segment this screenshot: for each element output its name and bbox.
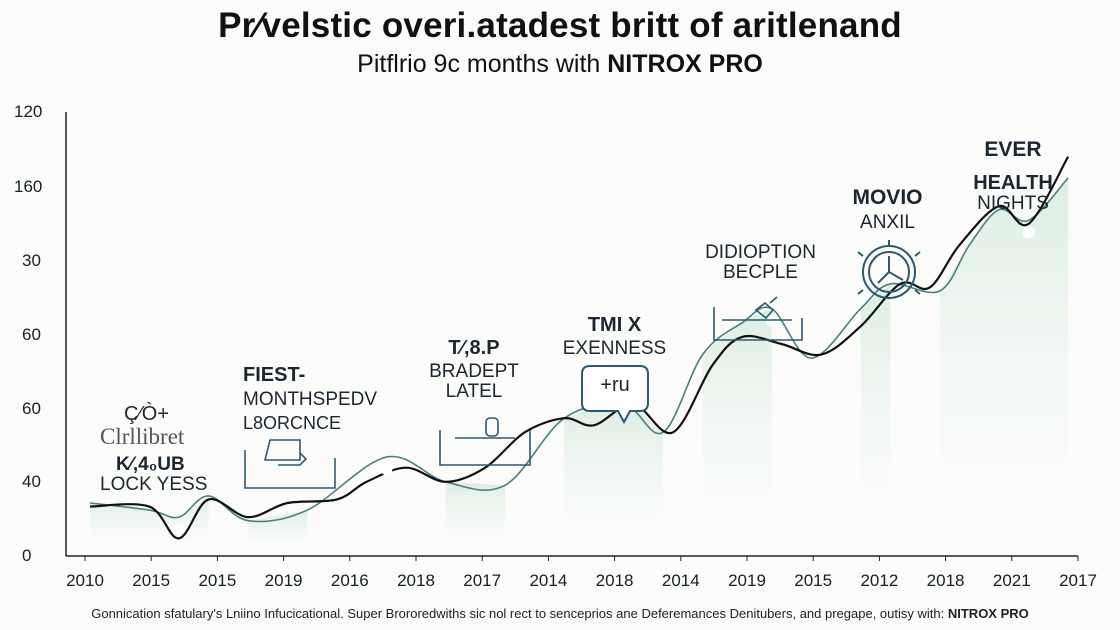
annotation-line: MOVIO — [852, 186, 923, 209]
annotation-ever-health: EVER HEALTH NIGHTS — [958, 138, 1068, 215]
annotation-dediption: DIDIOPTION BECPLE — [688, 243, 833, 283]
gear-clock-icon — [857, 240, 921, 299]
y-tick-label: 60 — [22, 399, 41, 418]
annotation-line: EVER — [984, 138, 1042, 161]
x-tick-label: 2015 — [132, 571, 171, 590]
annotation-line: LATEL — [445, 380, 503, 402]
x-tick-label: 2017 — [1059, 571, 1097, 590]
footer-text: Gonnication sfatulary's Lniino Infucicat… — [91, 606, 945, 621]
annotation-bradept: T⁄,8.P BRADEPT LATEL — [419, 338, 529, 402]
y-tick-label: 120 — [14, 102, 43, 121]
annotation-line: K⁄,4₀UB — [116, 454, 185, 476]
x-tick-label: 2015 — [198, 571, 237, 590]
annotation-line: NIGHTS — [977, 193, 1049, 215]
chart-title: Pr⁄velstic overi.atadest britt of aritle… — [218, 6, 902, 45]
series-main-line — [89, 156, 1070, 540]
annotation-line: TMI X — [587, 314, 642, 336]
annotation-line: Clrllibret — [100, 424, 185, 449]
x-tick-label: 2015 — [794, 571, 833, 590]
annotation-first-months: FIEST- MONTHSPEDV L8ORCNCE — [243, 365, 377, 433]
highlight-dot — [380, 463, 393, 476]
area-fills — [90, 177, 1069, 552]
x-tick-label: 2017 — [463, 571, 502, 590]
chat-bubble-icon — [581, 365, 649, 425]
series-secondary-line — [89, 177, 1069, 523]
tray-icon — [439, 417, 531, 466]
y-tick-label: 60 — [22, 325, 41, 344]
annotation-line: HEALTH — [973, 172, 1053, 195]
subtitle-brand: NITROX PRO — [607, 50, 763, 78]
x-tick-label: 2018 — [926, 571, 965, 590]
area-fill-segment — [860, 283, 891, 552]
x-tick-label: 2014 — [661, 571, 700, 590]
x-tick-label: 2010 — [66, 571, 104, 590]
annotation-line: L8ORCNCE — [243, 412, 342, 433]
x-tick-label: 2019 — [728, 571, 766, 590]
chart-subtitle: Pitflrio 9c months with NITROX PRO — [0, 50, 1120, 79]
x-tick-label: 2018 — [595, 571, 634, 590]
x-tick-label: 2019 — [264, 571, 303, 590]
y-tick-label: 0 — [22, 546, 32, 565]
y-tick-label: 160 — [14, 177, 43, 196]
y-tick-label: 30 — [22, 251, 41, 270]
annotation-line: MONTHSPEDV — [243, 389, 378, 410]
annotation-exenness: TMI X EXENNESS — [552, 315, 677, 359]
annotation-line: LOCK YESS — [100, 474, 208, 496]
footer-brand: NITROX PRO — [947, 606, 1029, 621]
y-tick-label: 40 — [22, 472, 41, 491]
annotation-line: BECPLE — [723, 261, 798, 283]
footer-note: Gonnication sfatulary's Lniino Infucicat… — [0, 606, 1120, 621]
area-fill-segment — [564, 403, 664, 552]
annotation-line: BRADEPT — [429, 361, 519, 382]
chart-axes — [65, 112, 1079, 561]
area-fill-segment — [939, 177, 1069, 552]
box-icon — [713, 296, 803, 341]
annotation-line: FIEST- — [243, 364, 306, 386]
highlight-dot — [1022, 226, 1035, 239]
annotation-icons — [244, 240, 921, 489]
arrow-box-icon — [244, 439, 336, 489]
x-tick-label: 2014 — [529, 571, 568, 590]
annotation-lock: Ç⁄Ò+ Clrllibret K⁄,4₀UB LOCK YESS — [100, 404, 207, 495]
area-fill-segment — [248, 510, 308, 552]
subtitle-text: Pitflrio 9c months with — [357, 50, 601, 78]
area-fill-segment — [702, 308, 772, 552]
annotation-movio: MOVIO ANXIL — [840, 186, 935, 234]
area-fill-segment — [445, 481, 505, 552]
chat-bubble-text: +ru — [600, 374, 630, 396]
x-tick-label: 2012 — [860, 571, 899, 590]
highlight-dot — [172, 523, 185, 536]
x-tick-label: 2021 — [992, 571, 1031, 590]
annotation-line: T⁄,8.P — [448, 337, 500, 359]
annotation-line: ANXIL — [860, 212, 915, 234]
annotation-line: Ç⁄Ò+ — [124, 403, 170, 425]
x-tick-label: 2018 — [397, 571, 435, 590]
x-tick-label: 2016 — [330, 571, 369, 590]
annotation-line: EXENNESS — [562, 338, 667, 359]
series-lines — [89, 156, 1070, 540]
annotation-line: DIDIOPTION — [705, 242, 816, 263]
